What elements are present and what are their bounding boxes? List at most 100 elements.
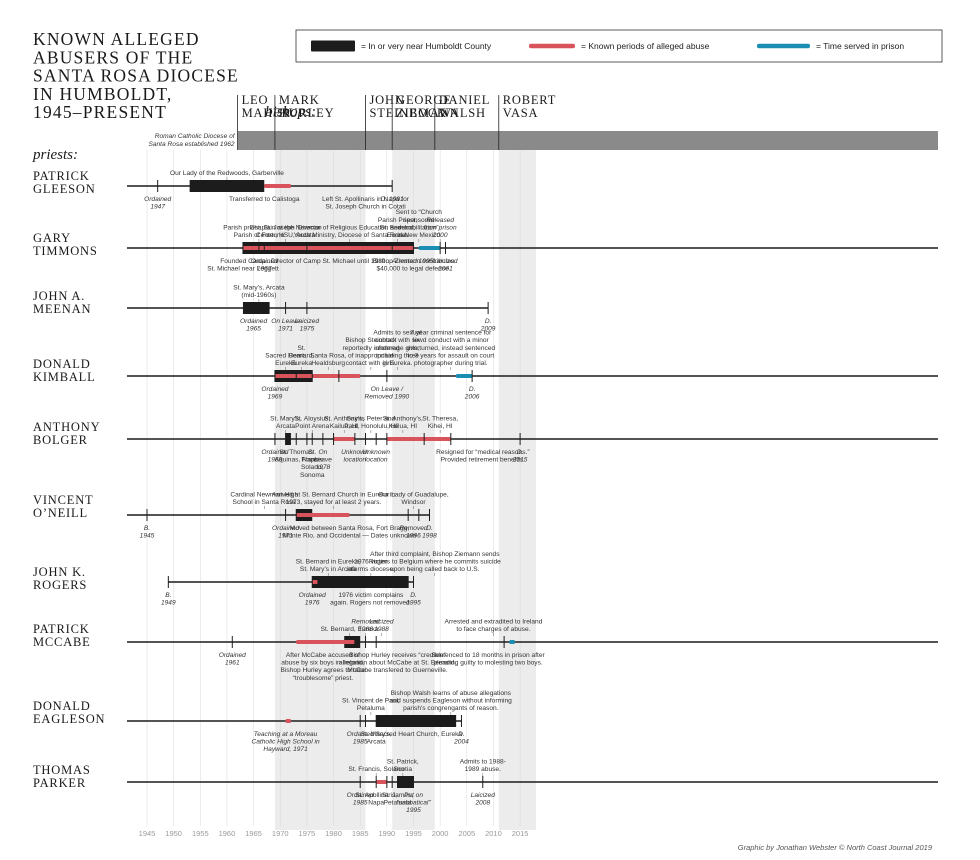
annotation-line: $40,000 to legal defense.	[376, 266, 450, 273]
annotation-line: sponsored	[403, 217, 434, 224]
annotation-line: Our Lady of Guadalupe,	[378, 491, 449, 498]
annotation: D. 2006	[464, 386, 480, 401]
priest-name-line: O’NEILL	[33, 506, 88, 520]
annotation-line: D.	[410, 592, 417, 599]
bishop-shade-5	[498, 150, 537, 830]
annotation-line: St. Aloysius,	[294, 415, 330, 422]
annotation-line: Laicized	[471, 792, 496, 799]
annotation-line: D.	[485, 318, 492, 325]
annotation: Bishop Steinbock reportedly informed of in…	[342, 337, 399, 367]
annotation: St. Patrick, Scotia	[387, 758, 419, 773]
priest-name-line: GARY	[33, 231, 71, 245]
annotation-line: ...Director of Camp St. Michael until 19…	[265, 258, 391, 265]
annotation-line: 1961	[225, 660, 240, 667]
annotation-line: Petaluma	[384, 800, 412, 807]
annotation-line: Resigned for “medical reasons.”	[436, 449, 529, 456]
annotation-line: of inappropriate	[348, 352, 394, 359]
priest-name-line: JOHN A.	[33, 289, 85, 303]
annotation: D. 2004	[453, 731, 469, 746]
annotation-line: rehabilitation”	[399, 224, 439, 231]
annotation-line: 1986	[358, 626, 373, 633]
annotation: D. 2009	[480, 318, 496, 333]
annotation-line: Eureka	[387, 232, 408, 239]
annotation-line: in Eureka.	[383, 360, 413, 367]
annotation-line: 1969	[268, 457, 283, 464]
annotation: Teaching at a Moreau Catholic High School…	[251, 731, 320, 753]
annotation: Our Lady of Guadalupe, Windsor	[378, 491, 449, 506]
tick-label-1965: 1965	[245, 829, 262, 838]
bishop-name-4-line: DANIEL	[439, 93, 490, 107]
bishop-name-5: ROBERT VASA	[503, 93, 556, 120]
annotation-line: Kailua, HI	[389, 423, 418, 430]
annotation: St. Theresa, Kihei, HI	[422, 415, 458, 430]
annotation-line: Ordained	[219, 652, 246, 659]
priest-name: JOHN K. ROGERS	[33, 565, 87, 592]
annotation-line: Rogers to Belgium where he commits suici…	[369, 558, 501, 565]
annotation: Sacred Heart, Eureka	[265, 352, 306, 367]
annotation-line: Director of Religious Education and	[298, 224, 402, 231]
annotation-line: Ordained	[261, 386, 288, 393]
annotation-line: St. Bernard,	[380, 224, 415, 231]
priest-name-line: VINCENT	[33, 493, 93, 507]
annotation: On Leave 1978	[314, 449, 332, 471]
annotation: D. 1995	[406, 592, 421, 607]
annotation-line: 2006	[464, 394, 480, 401]
annotation-line: 1949	[161, 600, 176, 607]
annotation-line: Paul, Honolulu, HI	[344, 423, 397, 430]
annotation-line: Bishop Hurley agrees to take	[281, 667, 366, 674]
priest-row: PATRICK GLEESON Our Lady of the Redwoods, …	[33, 169, 410, 211]
legend-swatch-humboldt	[311, 40, 355, 52]
annotation: Ordained 1969	[261, 449, 288, 464]
annotation-line: Unknown	[362, 449, 390, 456]
priest-name-line: BOLGER	[33, 433, 88, 447]
annotation-line: Unknown	[341, 449, 369, 456]
annotation-line: abuse by six boys in Ireland,	[281, 660, 364, 667]
segment-humboldt	[312, 576, 409, 588]
annotation-line: D.	[458, 731, 465, 738]
annotation-line: Youth Ministry, Diocese of Santa Rosa	[294, 232, 406, 239]
annotation: Saints Peter and Paul, Honolulu, HI	[344, 415, 397, 430]
annotation-line: including three	[376, 352, 419, 359]
diocese-note-line: Santa Rosa established 1962	[148, 141, 234, 148]
title-line: SANTA ROSA DIOCESE	[33, 66, 239, 86]
credit-line: Graphic by Jonathan Webster © North Coas…	[738, 843, 933, 852]
annotation-line: Ordained	[347, 731, 374, 738]
annotation: Ordained 1976	[299, 592, 326, 607]
title-line: IN HUMBOLDT,	[33, 84, 172, 104]
tick-label-1985: 1985	[352, 829, 369, 838]
priest-row: JOHN K. ROGERS St. Bernard in Eureka, St. M…	[33, 551, 501, 607]
annotation-line: On Leave	[271, 318, 300, 325]
annotation: Ordained 1961	[219, 652, 246, 667]
bishop-shade-1	[274, 150, 366, 830]
annotation-line: On Leave /	[371, 386, 404, 393]
annotation: Moved between Santa Rosa, Fort Bragg, Mon…	[283, 525, 417, 540]
annotation-line: St.	[298, 345, 306, 352]
annotation-line: overturned, instead sentenced	[406, 345, 495, 352]
annotation: St. James, Petaluma	[382, 792, 413, 807]
annotation: Laicized 1988	[369, 618, 394, 633]
bishop-name-0-line: MAHER	[242, 106, 291, 120]
annotation: Parish priest, St. Joseph Parish of Fortu…	[223, 224, 295, 239]
annotation-line: Windsor	[401, 499, 426, 506]
annotation-line: 1976 victim complains	[338, 592, 404, 599]
annotation-line: lewd conduct with a minor	[413, 337, 490, 344]
annotation: Ordained 1947	[144, 196, 171, 211]
annotation-line: St. Mary's,	[270, 415, 301, 422]
annotation: St. Anthony's, Kailua, HI	[383, 415, 423, 430]
annotation: 1976 victim informs diocese.	[347, 558, 395, 573]
annotation-line: D.	[426, 525, 433, 532]
annotation-line: Napa	[368, 800, 384, 807]
annotation-line: St. Anthony's,	[324, 415, 364, 422]
annotation: Removed 1986	[351, 618, 380, 633]
annotation-line: 1985	[353, 739, 368, 746]
annotation-line: Removed	[351, 618, 380, 625]
annotation-line: parish's congrengants of reason.	[403, 705, 499, 712]
segment-prison	[456, 374, 473, 378]
annotation: D. 2015	[512, 449, 528, 464]
segment-abuse	[296, 513, 350, 517]
priest-name: DONALD EAGLESON	[33, 699, 105, 726]
tick-label-1960: 1960	[219, 829, 236, 838]
